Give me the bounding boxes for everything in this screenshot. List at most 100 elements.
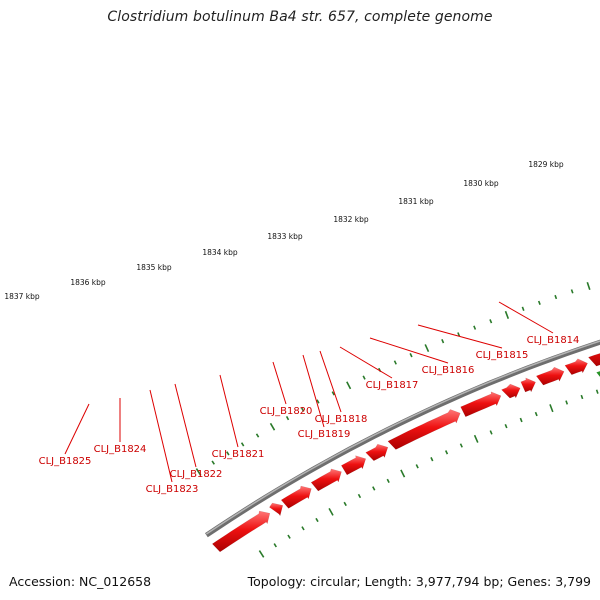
minor-tick: [504, 423, 508, 429]
gene-label[interactable]: CLJ_B1820: [260, 406, 313, 417]
minor-tick: [240, 442, 245, 447]
minor-tick: [489, 319, 493, 324]
leader-line: [339, 346, 393, 379]
minor-tick: [534, 411, 538, 417]
minor-tick: [362, 375, 366, 380]
gene-arrow[interactable]: [211, 510, 271, 553]
leader-line: [498, 301, 554, 334]
minor-tick: [301, 407, 305, 412]
gene-label[interactable]: CLJ_B1823: [146, 484, 199, 495]
scale-label: 1829 kbp: [528, 160, 564, 169]
minor-tick: [580, 394, 584, 400]
scale-labels: 1829 kbp 1830 kbp 1831 kbp 1832 kbp 1833 kbp…: [4, 160, 564, 301]
major-tick: [586, 281, 591, 291]
backbone-highlight: [205, 340, 600, 535]
minor-tick: [273, 543, 277, 548]
minor-tick: [415, 464, 419, 469]
major-tick: [549, 404, 554, 413]
scale-label: 1835 kbp: [136, 263, 172, 272]
gene-arrow[interactable]: [340, 455, 367, 476]
gene-label[interactable]: CLJ_B1818: [315, 414, 368, 425]
scale-label: 1836 kbp: [70, 278, 106, 287]
gene-arrow[interactable]: [310, 468, 342, 492]
minor-tick: [316, 399, 320, 404]
minor-tick: [331, 391, 335, 396]
gene-label[interactable]: CLJ_B1814: [527, 335, 580, 346]
gene-label[interactable]: CLJ_B1825: [39, 456, 92, 467]
gene-label[interactable]: CLJ_B1816: [422, 365, 475, 376]
scale-label: 1830 kbp: [463, 179, 499, 188]
major-tick: [346, 381, 352, 390]
leader-line: [64, 403, 90, 455]
gene-arrow[interactable]: [520, 377, 536, 393]
gene-label[interactable]: CLJ_B1817: [366, 380, 419, 391]
major-tick: [504, 310, 510, 319]
genome-backbone: [205, 339, 600, 538]
gene-label[interactable]: CLJ_B1815: [476, 350, 529, 361]
gene-arrow[interactable]: [564, 358, 588, 375]
scale-label: 1833 kbp: [267, 232, 303, 241]
minor-tick: [444, 450, 449, 455]
accession-text: Accession: NC_012658: [9, 574, 152, 589]
major-tick: [424, 344, 430, 353]
leader-line: [369, 337, 449, 364]
minor-tick: [393, 360, 397, 365]
minor-tick: [489, 430, 493, 435]
minor-tick: [521, 306, 525, 311]
major-tick: [473, 434, 479, 443]
minor-tick: [459, 443, 463, 448]
minor-tick: [430, 457, 434, 462]
gene-arrow[interactable]: [501, 383, 521, 399]
minor-tick: [441, 338, 445, 344]
minor-tick: [357, 493, 362, 499]
leader-line: [302, 354, 325, 428]
gene-arrow[interactable]: [365, 443, 389, 462]
minor-tick: [226, 451, 230, 456]
gene-arrow[interactable]: [587, 337, 600, 367]
major-tick: [269, 422, 276, 431]
leader-line: [417, 324, 503, 349]
minor-tick: [211, 460, 215, 465]
leader-line: [219, 374, 239, 448]
major-tick: [328, 508, 334, 516]
gene-arrow[interactable]: [387, 409, 461, 450]
genome-title: Clostridium botulinum Ba4 str. 657, comp…: [107, 9, 493, 25]
minor-tick: [473, 325, 477, 330]
minor-tick: [343, 501, 347, 507]
major-tick: [400, 469, 406, 478]
leader-line: [174, 383, 197, 468]
gene-arrow[interactable]: [280, 485, 312, 509]
gene-label[interactable]: CLJ_B1824: [94, 444, 147, 455]
gene-label[interactable]: CLJ_B1822: [170, 469, 223, 480]
minor-tick: [565, 400, 569, 405]
gene-arrow[interactable]: [269, 502, 284, 517]
gene-arrow[interactable]: [460, 391, 502, 418]
major-tick: [258, 550, 265, 558]
gene-arrow-highlighted[interactable]: [596, 351, 600, 380]
minor-tick: [301, 526, 305, 531]
leader-line: [272, 361, 287, 405]
gene-track[interactable]: [211, 272, 600, 553]
minor-tick: [519, 417, 523, 423]
minor-tick: [595, 389, 599, 394]
minor-tick: [386, 478, 390, 483]
gene-label[interactable]: CLJ_B1821: [212, 449, 265, 460]
gene-arrow[interactable]: [535, 366, 565, 386]
minor-tick: [315, 517, 319, 523]
scale-label: 1834 kbp: [202, 248, 238, 257]
minor-tick: [285, 416, 290, 421]
scale-label: 1832 kbp: [333, 215, 369, 224]
major-tick: [195, 468, 202, 476]
minor-tick: [457, 332, 461, 337]
minor-tick: [287, 534, 291, 539]
minor-tick: [255, 433, 260, 438]
leader-line: [319, 350, 342, 413]
backbone-line: [205, 339, 600, 538]
minor-tick: [372, 486, 376, 491]
minor-tick: [537, 300, 541, 305]
scale-label: 1837 kbp: [4, 292, 40, 301]
gene-label[interactable]: CLJ_B1819: [298, 429, 351, 440]
